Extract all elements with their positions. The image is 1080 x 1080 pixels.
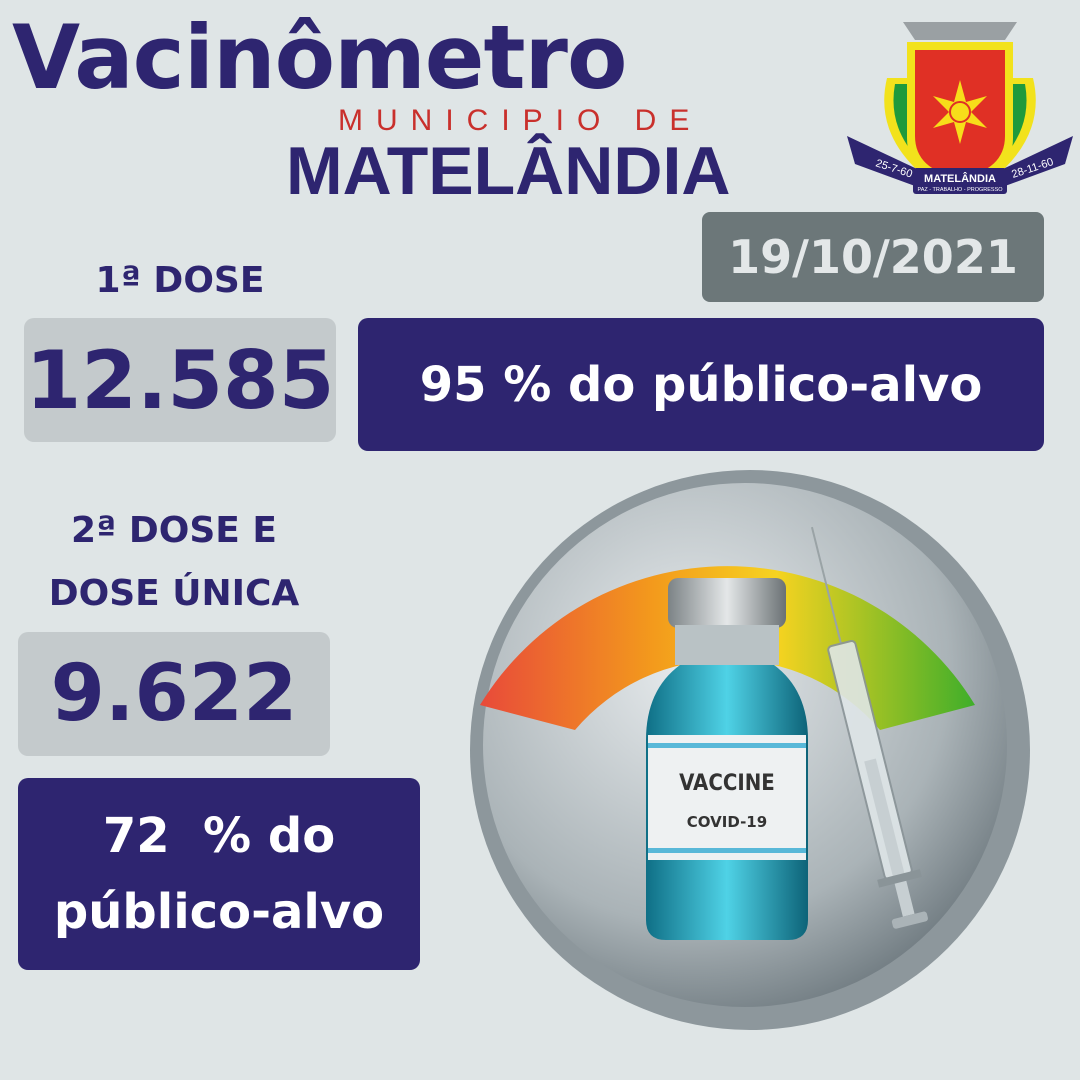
subtitle: MUNICIPIO DE <box>338 104 703 137</box>
logo-name: MATELÂNDIA <box>924 172 996 185</box>
city-name: MATELÂNDIA <box>286 133 731 209</box>
first-dose-percent: 95 % do público-alvo <box>358 318 1044 451</box>
second-dose-percent-line2: público-alvo <box>53 884 385 940</box>
second-dose-percent-line1: 72 % do <box>102 808 336 864</box>
date-badge: 19/10/2021 <box>702 212 1044 302</box>
coat-of-arms-logo: 25-7-60 28-11-60 MATELÂNDIA PAZ - TRABAL… <box>847 22 1073 194</box>
vaccine-gauge-illustration: VACCINE COVID-19 <box>470 470 1030 1030</box>
page-title: Vacinômetro <box>12 6 627 109</box>
syringe-icon <box>810 526 928 929</box>
first-dose-label: 1ª DOSE <box>95 260 265 301</box>
vial-sublabel: COVID-19 <box>687 813 767 831</box>
first-dose-count: 12.585 <box>24 318 336 442</box>
vial-label: VACCINE <box>679 771 775 796</box>
vial-cap <box>668 578 786 628</box>
second-dose-percent: 72 % do público-alvo <box>18 778 420 970</box>
second-dose-label-line1: 2ª DOSE E <box>70 510 277 551</box>
second-dose-count: 9.622 <box>18 632 330 756</box>
second-dose-label-line2: DOSE ÚNICA <box>48 573 300 614</box>
date-text: 19/10/2021 <box>728 230 1018 284</box>
logo-motto: PAZ - TRABALHO - PROGRESSO <box>917 187 1003 193</box>
